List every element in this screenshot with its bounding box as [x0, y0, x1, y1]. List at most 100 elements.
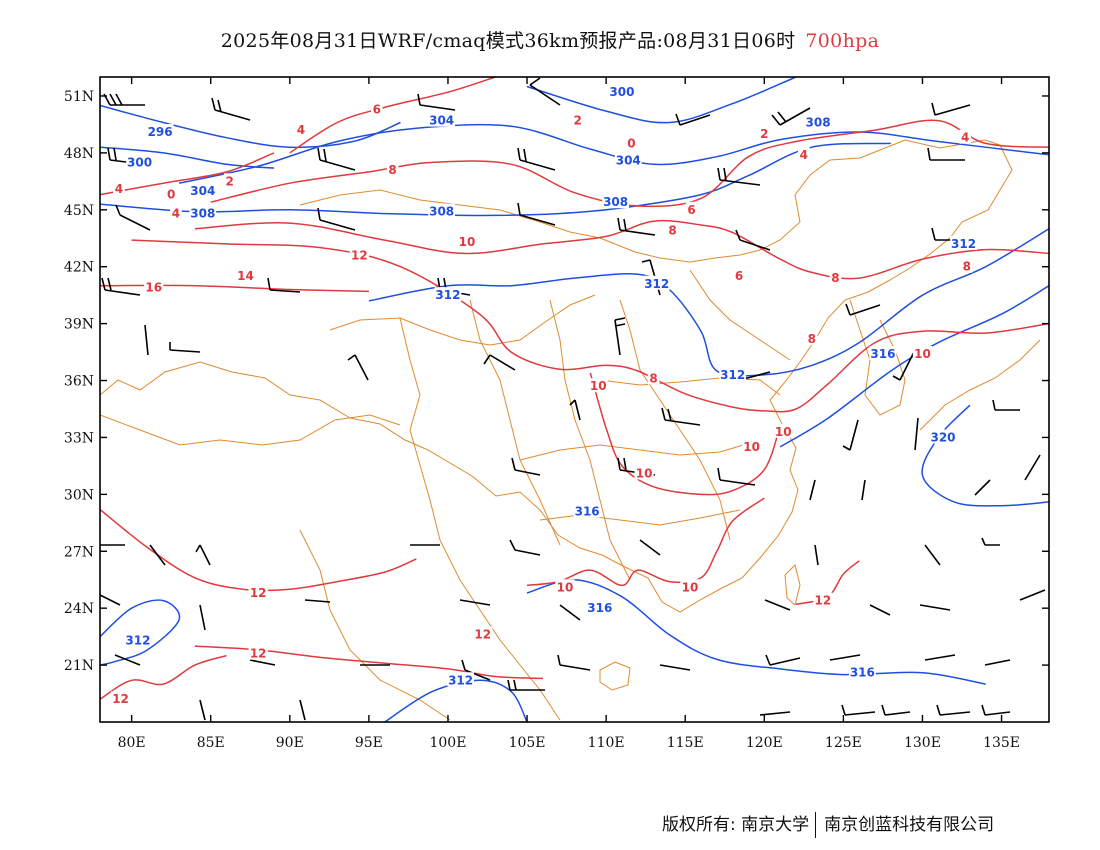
- contour-label-bg: [573, 503, 601, 518]
- temperature-contour-label: 8: [388, 163, 396, 177]
- province-line-7: [519, 439, 761, 461]
- geopotential-contour-label: 320: [930, 430, 955, 444]
- mongolia-boundary: [299, 139, 986, 263]
- geopotential-contour-label: 304: [616, 153, 641, 167]
- contour-label-bg: [144, 279, 164, 294]
- temperature-contour-label: 8: [963, 260, 971, 274]
- lat-tick-label: 45N: [64, 203, 94, 219]
- southeast-asia-boundary: [299, 529, 451, 721]
- temperature-line-10: [589, 372, 781, 496]
- temperature-contour-label: 10: [682, 580, 699, 594]
- temperature-contour-label: 2: [573, 114, 581, 128]
- contour-label-bg: [473, 626, 493, 641]
- geopotential-contour-label: 316: [575, 504, 600, 518]
- lon-tick-label: 85E: [197, 735, 225, 751]
- province-line-2: [399, 317, 501, 641]
- temperature-contour-label: 4: [172, 207, 180, 221]
- province-line-9: [599, 377, 781, 396]
- wind-barb: [981, 537, 1000, 546]
- geopotential-contour-label: 308: [603, 195, 628, 209]
- company-name: 南京创蓝科技有限公司: [824, 815, 995, 835]
- wind-barb: [829, 654, 861, 661]
- contour-label-bg: [813, 592, 833, 607]
- wind-barb: [317, 207, 356, 231]
- province-line-4: [549, 299, 631, 581]
- temperature-line-12: [100, 654, 227, 700]
- contour-label-bg: [912, 345, 933, 360]
- temperature-contour-label: 10: [557, 580, 574, 594]
- contour-label-bg: [959, 129, 971, 144]
- temperature-line-16: [100, 284, 369, 293]
- contour-label-bg: [370, 101, 383, 116]
- geopotential-line-312: [368, 228, 1049, 377]
- contour-label-bg: [165, 186, 177, 201]
- geopotential-contour-label: 300: [609, 85, 634, 99]
- wind-barb: [507, 679, 545, 691]
- contour-label-bg: [223, 173, 236, 188]
- wind-barb: [115, 204, 151, 231]
- wind-barb: [924, 544, 941, 566]
- wind-barb: [845, 303, 881, 316]
- temperature-contour-label: 4: [115, 182, 123, 196]
- contour-label-bg: [614, 152, 642, 167]
- geopotential-line-316: [526, 578, 986, 685]
- lat-tick-label: 39N: [64, 317, 94, 333]
- contour-label-bg: [742, 438, 762, 453]
- longitude-axis: 80E 85E 90E 95E 100E 105E 110E 115E 120E 125E 130E…: [118, 77, 1020, 751]
- contour-label-bg: [555, 579, 575, 594]
- wind-barb: [759, 711, 791, 716]
- wind-barb: [559, 604, 581, 621]
- geopotential-line-308: [100, 142, 891, 217]
- contour-label-bg: [829, 270, 842, 285]
- wind-barb: [927, 147, 965, 161]
- wind-barb: [317, 147, 356, 171]
- contour-label-bg: [647, 370, 660, 385]
- temperature-contour-label: 2: [760, 127, 768, 141]
- contour-label-bg: [643, 275, 671, 290]
- province-line-6: [689, 269, 791, 361]
- wind-barb: [936, 704, 971, 716]
- geopotential-contour-label: 312: [644, 277, 669, 291]
- temperature-contour-label: 8: [831, 271, 839, 285]
- wind-barb: [509, 539, 541, 556]
- hainan-island: [599, 661, 631, 691]
- contour-label-bg: [733, 268, 745, 283]
- temperature-contour-label: 10: [459, 235, 476, 249]
- wind-barb: [1019, 589, 1046, 601]
- wind-barbs: [100, 77, 1046, 721]
- province-line-3: [469, 299, 561, 546]
- temperature-contour-label: 6: [687, 203, 695, 217]
- wind-barb: [717, 167, 761, 186]
- temperature-line-4: [289, 77, 496, 154]
- title-text: 2025年08月31日WRF/cmaq模式36km预报产品:08月31日06时: [220, 30, 796, 52]
- wind-barb: [199, 699, 206, 721]
- contour-label-bg: [586, 600, 614, 615]
- footer: 版权所有: 南京大学 南京创蓝科技有限公司: [662, 810, 994, 838]
- geopotential-line-312: [384, 679, 528, 722]
- wind-barb: [461, 659, 491, 681]
- temperature-contour-label: 12: [250, 586, 267, 600]
- wind-barb: [211, 97, 251, 121]
- wind-barb: [661, 407, 701, 426]
- temperature-contour-label: 4: [961, 131, 969, 145]
- lat-tick-label: 36N: [64, 374, 94, 390]
- wind-barb: [659, 664, 691, 671]
- wind-barb: [974, 479, 991, 496]
- wind-barb: [199, 604, 206, 631]
- tibet-boundary: [100, 414, 401, 446]
- geopotential-contour-label: 308: [429, 205, 454, 219]
- wind-barb: [557, 654, 591, 671]
- wind-barb: [675, 113, 711, 126]
- lon-tick-label: 90E: [276, 735, 304, 751]
- lon-tick-label: 125E: [825, 735, 862, 751]
- footer-separator: [815, 812, 817, 838]
- wind-barb: [347, 354, 369, 381]
- contour-label-bg: [457, 234, 477, 249]
- contour-label-bg: [602, 194, 630, 209]
- wind-barb: [149, 544, 166, 566]
- geopotential-contour-label: 316: [870, 347, 895, 361]
- wind-barb: [881, 704, 911, 716]
- contour-label-bg: [680, 579, 700, 594]
- lat-tick-label: 42N: [64, 260, 94, 276]
- contour-label-bg: [110, 691, 131, 706]
